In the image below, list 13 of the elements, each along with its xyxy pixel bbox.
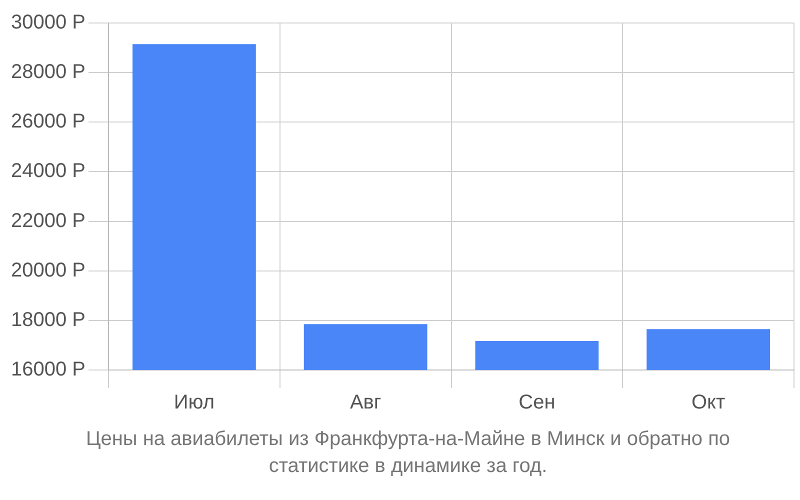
x-tick-label: Сен — [518, 392, 556, 414]
y-tick-label: 24000 Р — [10, 160, 86, 182]
text: Цены на авиабилеты из Франкфурта-на-Майне в Минск и обратно по статистике в динамике за год. — [84, 427, 732, 479]
x-tick-label: Авг — [350, 392, 382, 414]
y-tick-label: 16000 Р — [10, 358, 86, 381]
y-tick-label: 20000 Р — [10, 259, 86, 282]
x-tick-label: Июл — [174, 392, 214, 414]
x-tick-label: Окт — [691, 392, 726, 414]
y-tick-label: 18000 Р — [10, 308, 86, 331]
y-tick-label: 26000 Р — [10, 110, 86, 133]
y-tick-label: 28000 Р — [10, 61, 86, 84]
y-tick-label: 30000 Р — [10, 12, 86, 34]
y-tick-label: 22000 Р — [10, 210, 86, 232]
